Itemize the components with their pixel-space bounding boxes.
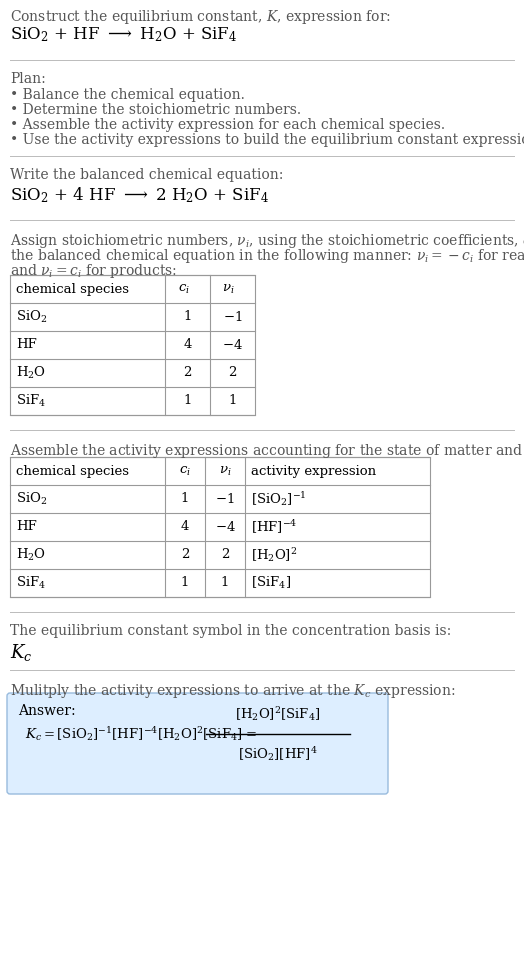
Text: $\mathrm{SiO_2}$: $\mathrm{SiO_2}$	[16, 309, 47, 325]
Text: 4: 4	[181, 521, 189, 533]
Bar	[10, 275, 255, 415]
Text: HF: HF	[16, 521, 37, 533]
Text: The equilibrium constant symbol in the concentration basis is:: The equilibrium constant symbol in the c…	[10, 624, 451, 638]
Text: $\nu_i$: $\nu_i$	[222, 283, 235, 295]
Text: $\mathrm{SiO_2}$ + HF $\longrightarrow$ $\mathrm{H_2O}$ + $\mathrm{SiF_4}$: $\mathrm{SiO_2}$ + HF $\longrightarrow$ …	[10, 25, 237, 44]
Text: Answer:: Answer:	[18, 704, 75, 718]
Text: 2: 2	[183, 366, 192, 380]
Text: $\mathrm{SiO_2}$: $\mathrm{SiO_2}$	[16, 491, 47, 507]
FancyBboxPatch shape	[7, 693, 388, 794]
Bar	[10, 457, 430, 597]
Text: and $\nu_i = c_i$ for products:: and $\nu_i = c_i$ for products:	[10, 262, 177, 280]
Text: Write the balanced chemical equation:: Write the balanced chemical equation:	[10, 168, 283, 182]
Text: • Determine the stoichiometric numbers.: • Determine the stoichiometric numbers.	[10, 103, 301, 117]
Text: 1: 1	[181, 576, 189, 590]
Text: 1: 1	[228, 394, 237, 408]
Text: • Assemble the activity expression for each chemical species.: • Assemble the activity expression for e…	[10, 118, 445, 132]
Text: 1: 1	[183, 394, 192, 408]
Text: 1: 1	[183, 311, 192, 323]
Text: HF: HF	[16, 339, 37, 352]
Text: $\mathrm{SiF_4}$: $\mathrm{SiF_4}$	[16, 575, 46, 591]
Text: chemical species: chemical species	[16, 283, 129, 295]
Text: $-1$: $-1$	[223, 310, 242, 324]
Text: $\mathrm{H_2O}$: $\mathrm{H_2O}$	[16, 365, 46, 381]
Text: Construct the equilibrium constant, $K$, expression for:: Construct the equilibrium constant, $K$,…	[10, 8, 391, 26]
Text: Assemble the activity expressions accounting for the state of matter and $\nu_i$: Assemble the activity expressions accoun…	[10, 442, 524, 460]
Text: activity expression: activity expression	[251, 464, 376, 478]
Text: $c_i$: $c_i$	[179, 464, 191, 478]
Text: $[\mathrm{SiF_4}]$: $[\mathrm{SiF_4}]$	[251, 575, 291, 591]
Text: 4: 4	[183, 339, 192, 352]
Text: $[\mathrm{H_2O}]^2$: $[\mathrm{H_2O}]^2$	[251, 546, 297, 564]
Text: $[\mathrm{H_2O}]^2 [\mathrm{SiF_4}]$: $[\mathrm{H_2O}]^2 [\mathrm{SiF_4}]$	[235, 705, 321, 723]
Text: 1: 1	[221, 576, 229, 590]
Text: $K_c = [\mathrm{SiO_2}]^{-1} [\mathrm{HF}]^{-4} [\mathrm{H_2O}]^2 [\mathrm{SiF_4: $K_c = [\mathrm{SiO_2}]^{-1} [\mathrm{HF…	[25, 725, 259, 743]
Text: $[\mathrm{SiO_2}]^{-1}$: $[\mathrm{SiO_2}]^{-1}$	[251, 490, 307, 508]
Text: $-4$: $-4$	[215, 520, 235, 534]
Text: Assign stoichiometric numbers, $\nu_i$, using the stoichiometric coefficients, $: Assign stoichiometric numbers, $\nu_i$, …	[10, 232, 524, 250]
Text: $\mathrm{SiO_2}$ + 4 HF $\longrightarrow$ 2 $\mathrm{H_2O}$ + $\mathrm{SiF_4}$: $\mathrm{SiO_2}$ + 4 HF $\longrightarrow…	[10, 185, 269, 204]
Text: Plan:: Plan:	[10, 72, 46, 86]
Text: $[\mathrm{SiO_2}] [\mathrm{HF}]^4$: $[\mathrm{SiO_2}] [\mathrm{HF}]^4$	[238, 745, 318, 763]
Text: • Balance the chemical equation.: • Balance the chemical equation.	[10, 88, 245, 102]
Text: Mulitply the activity expressions to arrive at the $K_c$ expression:: Mulitply the activity expressions to arr…	[10, 682, 455, 700]
Text: 1: 1	[181, 493, 189, 505]
Text: chemical species: chemical species	[16, 464, 129, 478]
Text: 2: 2	[228, 366, 237, 380]
Text: $-4$: $-4$	[222, 338, 243, 352]
Text: • Use the activity expressions to build the equilibrium constant expression.: • Use the activity expressions to build …	[10, 133, 524, 147]
Text: 2: 2	[221, 549, 229, 562]
Text: $\mathrm{SiF_4}$: $\mathrm{SiF_4}$	[16, 393, 46, 409]
Text: $\mathrm{H_2O}$: $\mathrm{H_2O}$	[16, 547, 46, 563]
Text: $[\mathrm{HF}]^{-4}$: $[\mathrm{HF}]^{-4}$	[251, 518, 298, 536]
Text: $\nu_i$: $\nu_i$	[219, 464, 231, 478]
Text: $-1$: $-1$	[215, 492, 235, 506]
Text: $c_i$: $c_i$	[178, 283, 190, 295]
Text: 2: 2	[181, 549, 189, 562]
Text: the balanced chemical equation in the following manner: $\nu_i = -c_i$ for react: the balanced chemical equation in the fo…	[10, 247, 524, 265]
Text: $K_c$: $K_c$	[10, 642, 32, 663]
